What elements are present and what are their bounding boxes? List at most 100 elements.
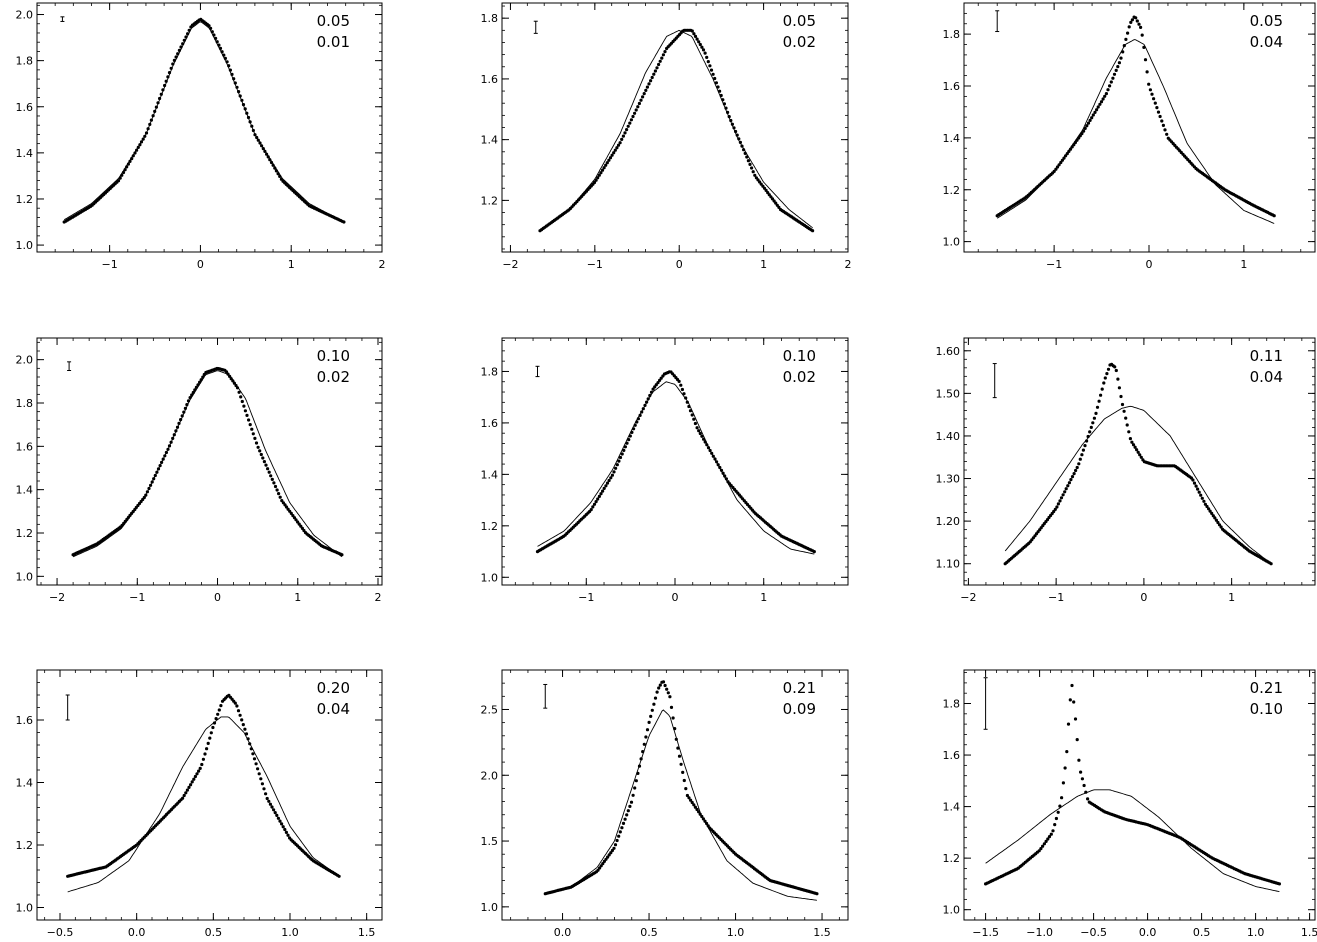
data-point bbox=[275, 488, 279, 492]
data-point bbox=[116, 179, 121, 183]
data-point bbox=[1203, 502, 1207, 506]
data-point bbox=[251, 432, 255, 436]
data-point bbox=[641, 95, 645, 99]
data-point bbox=[598, 866, 602, 870]
data-point bbox=[1051, 829, 1055, 833]
data-point bbox=[1140, 33, 1144, 37]
data-point bbox=[1063, 766, 1067, 770]
y-tick-label: 2.5 bbox=[481, 703, 499, 716]
panel-annotation: 0.04 bbox=[1250, 33, 1283, 51]
data-point bbox=[1192, 481, 1197, 485]
data-point bbox=[1114, 368, 1118, 373]
data-point bbox=[604, 857, 608, 861]
data-point bbox=[677, 379, 681, 383]
data-point bbox=[597, 173, 601, 177]
data-point bbox=[217, 708, 221, 712]
data-point bbox=[1106, 88, 1110, 92]
data-point bbox=[1165, 132, 1169, 136]
data-point bbox=[695, 807, 699, 812]
data-point bbox=[609, 476, 613, 480]
x-tick-label: −1 bbox=[1048, 591, 1064, 604]
data-point bbox=[340, 553, 344, 557]
data-point bbox=[615, 838, 619, 843]
data-point bbox=[1127, 430, 1131, 434]
data-point bbox=[698, 431, 702, 436]
data-point bbox=[190, 780, 194, 784]
data-point bbox=[607, 158, 611, 162]
data-point bbox=[1101, 97, 1105, 101]
data-point bbox=[644, 735, 648, 739]
data-point bbox=[612, 151, 616, 155]
data-point bbox=[1216, 520, 1220, 525]
data-point bbox=[615, 463, 619, 467]
data-point bbox=[1075, 738, 1079, 742]
data-point bbox=[1072, 472, 1076, 476]
y-tick-label: 1.6 bbox=[16, 101, 34, 114]
panel-annotation: 0.02 bbox=[317, 368, 350, 386]
y-tick-label: 1.0 bbox=[481, 901, 499, 914]
data-point bbox=[267, 799, 271, 803]
data-point bbox=[652, 702, 656, 706]
data-point bbox=[1217, 523, 1222, 527]
y-tick-label: 1.0 bbox=[943, 904, 961, 917]
data-point bbox=[268, 802, 272, 806]
panel-annotation: 0.20 bbox=[317, 679, 350, 697]
data-point bbox=[599, 171, 603, 175]
data-point bbox=[660, 56, 664, 60]
y-tick-label: 1.30 bbox=[936, 473, 961, 486]
data-point bbox=[677, 754, 682, 758]
data-point bbox=[1145, 70, 1149, 74]
y-tick-label: 1.0 bbox=[943, 236, 961, 249]
data-point bbox=[1161, 123, 1165, 127]
panel-9: −1.5 −1.0 −0.5 0.0 0.5 1.0 1.5 1.0 1.2 1.4 1.6 1.8 0… bbox=[943, 669, 1317, 939]
plot-frame bbox=[501, 669, 849, 921]
data-point bbox=[262, 787, 266, 791]
data-point bbox=[669, 705, 674, 710]
data-point bbox=[597, 494, 602, 498]
data-point bbox=[607, 853, 611, 857]
data-point bbox=[1091, 113, 1095, 117]
data-point bbox=[663, 683, 667, 688]
data-point bbox=[1041, 844, 1045, 848]
data-point bbox=[1116, 377, 1120, 381]
y-tick-label: 1.6 bbox=[16, 440, 34, 453]
data-point bbox=[1046, 837, 1050, 841]
data-point bbox=[1124, 416, 1128, 420]
data-point bbox=[1049, 832, 1053, 836]
data-point bbox=[276, 816, 280, 820]
data-point bbox=[751, 170, 755, 174]
data-point bbox=[602, 486, 606, 490]
data-point bbox=[211, 725, 215, 730]
x-tick-label: 0.5 bbox=[640, 926, 658, 939]
data-point bbox=[615, 146, 619, 150]
data-point bbox=[1078, 457, 1082, 461]
data-point bbox=[272, 808, 276, 812]
data-point bbox=[693, 805, 698, 809]
data-point bbox=[1129, 20, 1133, 24]
data-point bbox=[1138, 453, 1142, 457]
data-point bbox=[1122, 409, 1126, 413]
data-point bbox=[596, 868, 600, 872]
panel-5: −1 0 1 1.0 1.2 1.4 1.6 1.8 0.10 0.02 bbox=[481, 337, 849, 604]
y-tick-label: 1.6 bbox=[943, 749, 961, 762]
data-point bbox=[257, 772, 261, 776]
y-tick-label: 1.50 bbox=[936, 387, 961, 400]
y-tick-label: 1.8 bbox=[16, 397, 34, 410]
data-point bbox=[633, 111, 637, 115]
data-point bbox=[1070, 683, 1074, 688]
data-point bbox=[1103, 376, 1107, 380]
data-point bbox=[604, 163, 608, 167]
data-point bbox=[1131, 443, 1136, 447]
data-point bbox=[700, 434, 704, 438]
data-point bbox=[237, 390, 241, 394]
data-point bbox=[235, 704, 239, 708]
data-point bbox=[1042, 842, 1046, 846]
model-curve bbox=[539, 29, 813, 232]
y-tick-label: 1.4 bbox=[481, 134, 499, 147]
data-point bbox=[266, 467, 270, 471]
data-point bbox=[1100, 387, 1104, 391]
data-point bbox=[1200, 496, 1204, 500]
panel-annotation: 0.05 bbox=[783, 12, 816, 30]
data-point bbox=[270, 805, 274, 809]
x-tick-label: −2 bbox=[960, 591, 976, 604]
